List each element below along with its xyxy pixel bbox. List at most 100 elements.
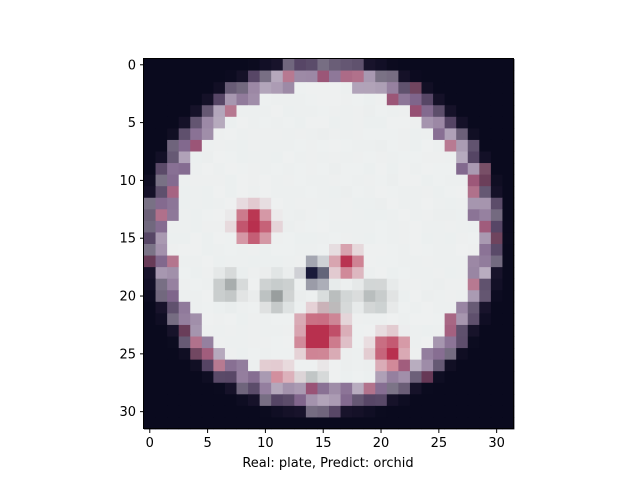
pixel-cell: [433, 313, 446, 326]
pixel-cell: [155, 186, 168, 199]
pixel-cell: [294, 290, 307, 303]
pixel-cell: [317, 324, 330, 337]
pixel-cell: [479, 232, 492, 245]
pixel-cell: [213, 116, 226, 129]
pixel-cell: [271, 209, 284, 222]
pixel-cell: [421, 417, 434, 430]
pixel-cell: [502, 232, 515, 245]
pixel-cell: [201, 371, 214, 384]
pixel-cell: [329, 220, 341, 233]
pixel-cell: [305, 139, 318, 152]
pixel-cell: [248, 151, 261, 164]
pixel-cell: [155, 348, 168, 361]
pixel-cell: [444, 371, 457, 384]
pixel-cell: [352, 359, 365, 372]
pixel-cell: [178, 278, 191, 291]
pixel-cell: [317, 70, 330, 83]
pixel-cell: [479, 174, 492, 187]
pixel-cell: [456, 301, 469, 314]
pixel-cell: [144, 232, 156, 245]
pixel-cell: [305, 290, 318, 303]
pixel-cell: [236, 174, 249, 187]
pixel-cell: [271, 267, 284, 280]
pixel-cell: [409, 359, 422, 372]
pixel-cell: [213, 359, 226, 372]
pixel-cell: [409, 151, 422, 164]
pixel-cell: [386, 82, 399, 95]
pixel-cell: [375, 186, 388, 199]
pixel-cell: [490, 255, 503, 268]
x-tick-label: 20: [373, 436, 390, 451]
pixel-cell: [352, 105, 365, 118]
pixel-cell: [467, 394, 480, 407]
pixel-cell: [213, 139, 226, 152]
pixel-cell: [213, 348, 226, 361]
pixel-cell: [363, 139, 376, 152]
pixel-cell: [294, 93, 307, 106]
pixel-cell: [144, 336, 156, 349]
pixel-cell: [375, 105, 388, 118]
pixel-cell: [398, 70, 411, 83]
pixel-cell: [248, 139, 261, 152]
pixel-cell: [444, 151, 457, 164]
pixel-cell: [167, 128, 180, 141]
pixel-cell: [444, 336, 457, 349]
pixel-cell: [144, 197, 156, 210]
pixel-cell: [213, 313, 226, 326]
pixel-cell: [224, 174, 237, 187]
pixel-cell: [421, 116, 434, 129]
pixel-cell: [282, 139, 295, 152]
pixel-cell: [467, 105, 480, 118]
pixel-cell: [456, 116, 469, 129]
pixel-cell: [409, 301, 422, 314]
pixel-cell: [167, 371, 180, 384]
pixel-cell: [201, 382, 214, 395]
pixel-cell: [294, 197, 307, 210]
pixel-cell: [433, 290, 446, 303]
pixel-cell: [479, 209, 492, 222]
pixel-cell: [155, 313, 168, 326]
pixel-cell: [236, 359, 249, 372]
pixel-cell: [271, 359, 284, 372]
pixel-cell: [282, 82, 295, 95]
pixel-cell: [456, 278, 469, 291]
pixel-cell: [201, 82, 214, 95]
pixel-cell: [201, 128, 214, 141]
pixel-cell: [317, 278, 330, 291]
pixel-cell: [386, 220, 399, 233]
pixel-cell: [155, 359, 168, 372]
pixel-cell: [329, 93, 341, 106]
pixel-cell: [502, 70, 515, 83]
pixel-cell: [456, 244, 469, 256]
pixel-cell: [271, 59, 284, 71]
pixel-cell: [456, 324, 469, 337]
pixel-cell: [363, 417, 376, 430]
pixel-cell: [224, 394, 237, 407]
pixel-cell: [305, 220, 318, 233]
pixel-cell: [190, 93, 203, 106]
pixel-cell: [178, 151, 191, 164]
pixel-cell: [444, 174, 457, 187]
pixel-cell: [386, 313, 399, 326]
pixel-cell: [421, 348, 434, 361]
pixel-cell: [248, 163, 261, 176]
pixel-cell: [409, 267, 422, 280]
pixel-cell: [479, 220, 492, 233]
pixel-cell: [421, 174, 434, 187]
pixel-cell: [282, 209, 295, 222]
pixel-cell: [502, 371, 515, 384]
pixel-cell: [456, 128, 469, 141]
pixel-cell: [271, 301, 284, 314]
pixel-cell: [375, 405, 388, 418]
pixel-cell: [190, 255, 203, 268]
pixel-cell: [386, 128, 399, 141]
pixel-cell: [190, 163, 203, 176]
pixel-cell: [352, 139, 365, 152]
pixel-cell: [213, 59, 226, 71]
pixel-cell: [386, 278, 399, 291]
x-axis-label: Real: plate, Predict: orchid: [242, 456, 413, 471]
pixel-cell: [421, 313, 434, 326]
pixel-cell: [271, 244, 284, 256]
pixel-cell: [248, 116, 261, 129]
pixel-cell: [144, 116, 156, 129]
